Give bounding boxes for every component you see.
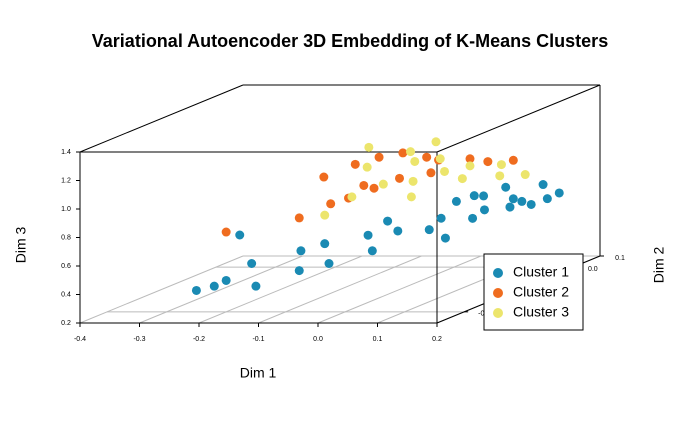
point (495, 171, 505, 181)
point (235, 230, 245, 240)
z-tick-label: 0.4 (61, 291, 71, 298)
y-tick-label: 0.0 (588, 266, 598, 273)
x-tick-label: 0.0 (313, 336, 323, 343)
point (554, 188, 564, 198)
point (426, 168, 436, 178)
point (320, 210, 330, 220)
point (465, 161, 475, 171)
point (406, 192, 416, 202)
point (362, 162, 372, 172)
point (398, 148, 408, 158)
point (422, 152, 432, 162)
point (324, 259, 334, 268)
point (501, 182, 511, 192)
point (408, 176, 418, 186)
x-axis-label: Dim 1 (240, 365, 277, 381)
point (359, 180, 369, 190)
point (435, 154, 445, 164)
point (378, 179, 388, 189)
grid-line (317, 255, 482, 324)
point (517, 196, 527, 206)
point (326, 199, 336, 209)
legend: Cluster 1 Cluster 2 Cluster 3 (483, 253, 584, 331)
point (369, 183, 379, 193)
point (457, 174, 467, 184)
y-tick-label: 0.1 (615, 255, 625, 262)
point (431, 137, 441, 147)
point (440, 233, 450, 243)
point (320, 239, 330, 249)
z-tick-label: 1.0 (61, 206, 71, 213)
point (410, 156, 420, 166)
point (294, 213, 304, 223)
point (191, 285, 201, 295)
point (350, 159, 360, 169)
point (424, 225, 434, 235)
point (209, 281, 219, 291)
z-axis-label: Dim 3 (13, 227, 29, 264)
legend-label: Cluster 1 (513, 264, 569, 280)
point (319, 172, 329, 182)
z-tick-label: 0.2 (61, 320, 71, 327)
point (468, 213, 478, 223)
point (374, 152, 384, 162)
point (479, 191, 489, 201)
point (436, 213, 446, 223)
point (496, 160, 506, 170)
y-axis-label: Dim 2 (651, 247, 667, 284)
legend-marker (493, 268, 503, 278)
point (508, 155, 518, 165)
point (508, 194, 518, 204)
x-tick-label: 0.1 (373, 336, 383, 343)
box-edge (436, 84, 601, 153)
z-tick-label: 1.4 (61, 149, 71, 156)
point (465, 154, 475, 164)
x-tick-label: -0.3 (133, 336, 145, 343)
point (221, 227, 231, 237)
point (296, 246, 306, 256)
legend-label: Cluster 2 (513, 284, 569, 300)
point (520, 170, 530, 180)
point (406, 147, 415, 157)
point (526, 199, 536, 209)
legend-label: Cluster 3 (513, 304, 569, 320)
point (363, 230, 373, 240)
legend-marker (493, 288, 503, 298)
point (505, 202, 515, 212)
z-tick-label: 1.2 (61, 177, 71, 184)
grid-line (258, 255, 422, 324)
point (542, 194, 552, 204)
point (364, 142, 374, 152)
z-tick-label: 0.6 (61, 263, 71, 270)
point (395, 173, 404, 183)
legend-marker (493, 308, 503, 318)
x-tick-label: 0.2 (432, 336, 442, 343)
grid-line (198, 255, 363, 324)
point (367, 246, 377, 256)
chart-title: Variational Autoencoder 3D Embedding of … (92, 31, 608, 51)
point (393, 226, 403, 236)
box-edge (79, 84, 244, 153)
grid-line (79, 255, 244, 324)
point (383, 216, 393, 226)
point (469, 191, 479, 201)
point (294, 266, 304, 276)
point (479, 205, 489, 215)
point (483, 157, 493, 167)
point (221, 275, 231, 285)
point (347, 192, 357, 202)
point (251, 281, 261, 291)
z-tick-label: 0.8 (61, 234, 71, 241)
x-tick-label: -0.4 (74, 336, 86, 343)
point (440, 166, 450, 176)
point (247, 259, 257, 268)
point (538, 180, 548, 190)
point (451, 196, 461, 206)
x-tick-label: -0.2 (193, 336, 205, 343)
grid-line (139, 255, 303, 324)
x-tick-label: -0.1 (252, 336, 264, 343)
